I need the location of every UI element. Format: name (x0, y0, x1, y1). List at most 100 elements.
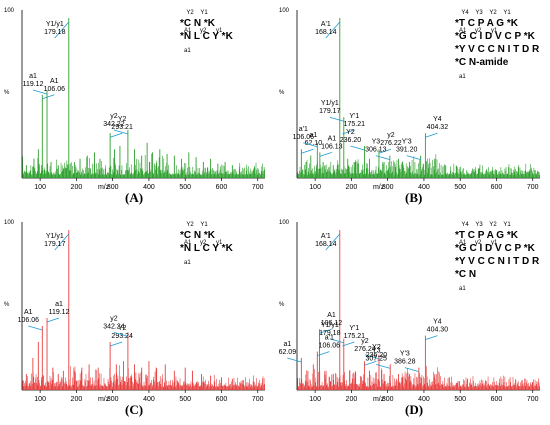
xlabel: m/z (98, 184, 110, 191)
annotation-leader (342, 341, 355, 347)
panel-d: 100% 100 200 300 400 500 600 700 m/z A'1 168.14 A1 1… (275, 212, 550, 424)
ion-label-top: Y2 (186, 10, 194, 16)
x-tick-label: 600 (491, 396, 503, 403)
ion-label-top: Y3 (475, 10, 483, 16)
annotation-value: 342.24 (103, 323, 125, 330)
annotation-leader (375, 155, 390, 160)
annotation-leader (319, 152, 332, 157)
x-tick-label: 300 (382, 184, 394, 191)
annotation-name: Y4 (433, 116, 442, 123)
annotation-value: 342.22 (103, 121, 125, 128)
annotation-leader (406, 155, 421, 160)
panel-b: 100% 100 200 300 400 500 600 700 m/z A'1 168.14 a1 6… (275, 0, 550, 212)
annotation-name: y2 (110, 315, 118, 322)
x-tick-label: 300 (382, 396, 394, 403)
annotation-name: Y'1 (349, 113, 359, 120)
x-tick-label: 100 (34, 396, 46, 403)
annotation-name: a'1 (325, 335, 334, 342)
annotation-leader (329, 338, 344, 344)
annotation-leader (317, 351, 330, 356)
annotation-name: Y1/y1 (46, 233, 64, 240)
annotation-name: a1 (29, 73, 37, 80)
ion-label-mid: y1 (216, 240, 223, 246)
panel-c: 100% 100 200 300 400 500 600 700 m/z A1 106.06 a1 11… (0, 212, 275, 424)
ylabel: % (279, 302, 285, 308)
annotation-name: Y2 (118, 116, 127, 123)
x-tick-label: 700 (527, 396, 539, 403)
annotation-value: 276.22 (380, 140, 402, 147)
ion-label-bottom: a1 (459, 286, 466, 292)
sequence-line: *G C I D V C P *K (455, 31, 536, 42)
annotation-leader (425, 335, 438, 340)
x-tick-label: 600 (216, 184, 228, 191)
annotation-leader (287, 357, 302, 363)
ion-label-mid: y1 (216, 28, 223, 34)
annotation-value: 236.20 (366, 352, 388, 359)
annotation-value: 119.12 (49, 309, 70, 316)
chart-c: 100%100 200 300 400 500 600 700m/zA1106.06a111… (4, 220, 266, 403)
ion-label-mid: y2 (200, 28, 207, 34)
panel-label-d: (D) (405, 402, 424, 417)
x-tick-label: 700 (252, 184, 264, 191)
annotation-name: Y'3 (400, 351, 410, 358)
x-tick-label: 600 (491, 184, 503, 191)
annotation-name: y2 (387, 132, 395, 139)
annotation-name: A'1 (321, 21, 331, 28)
annotation-leader (54, 233, 70, 251)
annotation-value: 175.21 (344, 121, 366, 128)
ion-label-top: Y2 (186, 222, 194, 228)
xlabel: m/z (373, 184, 385, 191)
annotation-leader (376, 364, 391, 369)
annotation-value: 391.20 (396, 147, 418, 154)
ion-label-top: Y3 (475, 222, 483, 228)
sequence-diagram: Y4 Y3 Y2 Y1 *T C P A G *K *G C I D V C P *K *Y… (455, 222, 540, 292)
annotation-value: 293.24 (111, 333, 133, 340)
annotation-leader (301, 148, 314, 154)
annotation-name: a1 (55, 301, 63, 308)
annotation-value: 179.18 (44, 29, 66, 36)
x-tick-label: 500 (454, 396, 466, 403)
panel-label-b: (B) (405, 190, 423, 205)
annotation-value: 307.25 (365, 355, 387, 362)
ylabel: % (4, 90, 10, 96)
annotation-leader (113, 129, 129, 135)
x-tick-label: 500 (179, 396, 191, 403)
sequence-line: *Y V C C N I T D R (455, 256, 540, 267)
sequence-line: *C N-amide (455, 57, 509, 68)
annotation-value: 236.20 (340, 137, 362, 144)
x-tick-label: 500 (454, 184, 466, 191)
sequence-diagram: Y2 Y1 *C N *K *N L C Y *KA1 y2 y1 a1 (180, 10, 234, 54)
annotation-name: a1 (309, 132, 317, 139)
annotation-value: 293.21 (111, 124, 133, 131)
xlabel: m/z (373, 396, 385, 403)
annotation-name: Y'3 (402, 139, 412, 146)
ion-label-mid: A1 (184, 240, 192, 246)
ion-label-top: Y1 (200, 10, 208, 16)
annotation-leader (303, 142, 318, 148)
ion-label-mid: A1 (459, 28, 467, 34)
ylabel: % (4, 302, 10, 308)
ion-label-mid: y2 (200, 240, 207, 246)
annotation-leader (110, 341, 123, 347)
ion-label-top: Y2 (489, 10, 497, 16)
x-tick-label: 300 (107, 396, 119, 403)
ion-label-top: Y2 (489, 222, 497, 228)
ion-label-mid: y1 (491, 28, 498, 34)
annotation-name: Y2 (118, 325, 127, 332)
ion-label-mid: A1 (459, 240, 467, 246)
annotation-value: 62.09 (279, 349, 297, 356)
annotation-value: 179.17 (44, 241, 66, 248)
sequence-line: *T C P A G *K (455, 230, 519, 241)
sequence-line: *C N (455, 269, 476, 280)
sequence-line: *G C I D V C P *K (455, 243, 536, 254)
annotation-value: 62.10 (305, 140, 323, 147)
ion-label-bottom: a1 (184, 260, 191, 266)
annotation-leader (46, 317, 60, 323)
corner-text: 100 (279, 220, 290, 226)
x-tick-label: 700 (527, 184, 539, 191)
x-tick-label: 400 (418, 184, 430, 191)
annotation-name: Y2 (346, 129, 355, 136)
annotation-leader (364, 354, 380, 360)
annotation-name: Y2 (372, 344, 381, 351)
